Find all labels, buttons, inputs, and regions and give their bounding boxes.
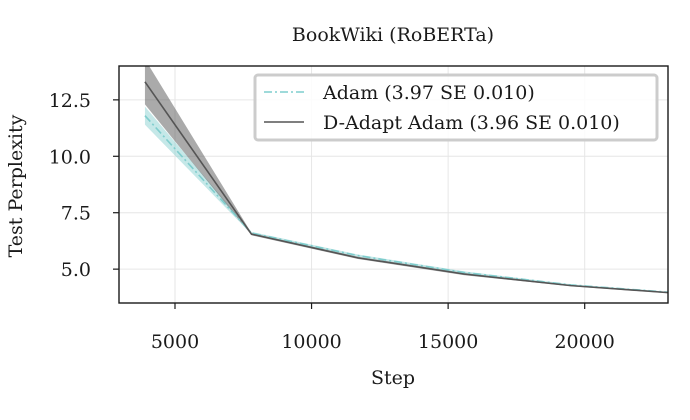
- y-tick-label-3: 12.5: [49, 90, 91, 112]
- y-tick-label-0: 5.0: [61, 259, 91, 281]
- series-line-layer: [144, 81, 668, 294]
- y-tick-label-1: 7.5: [61, 203, 91, 225]
- legend-label-0: Adam (3.97 SE 0.010): [322, 82, 535, 104]
- series-1-line: [144, 81, 668, 294]
- x-axis-label: Step: [371, 367, 415, 389]
- legend-label-1: D-Adapt Adam (3.96 SE 0.010): [323, 112, 620, 134]
- axis-layer: 5000 10000 15000 20000 5.0 7.5 10.0 12.5: [49, 65, 669, 353]
- x-tick-label-0: 5000: [151, 331, 199, 353]
- x-tick-label-1: 10000: [281, 331, 341, 353]
- x-tick-label-3: 20000: [554, 331, 614, 353]
- legend: Adam (3.97 SE 0.010) D-Adapt Adam (3.96 S…: [253, 73, 659, 142]
- y-axis-label: Test Perplexity: [5, 114, 27, 257]
- y-tick-label-2: 10.0: [49, 146, 91, 168]
- plot-frame: [118, 65, 669, 304]
- x-tick-label-2: 15000: [418, 331, 478, 353]
- legend-box: [253, 73, 659, 142]
- chart-title: BookWiki (RoBERTa): [292, 24, 494, 46]
